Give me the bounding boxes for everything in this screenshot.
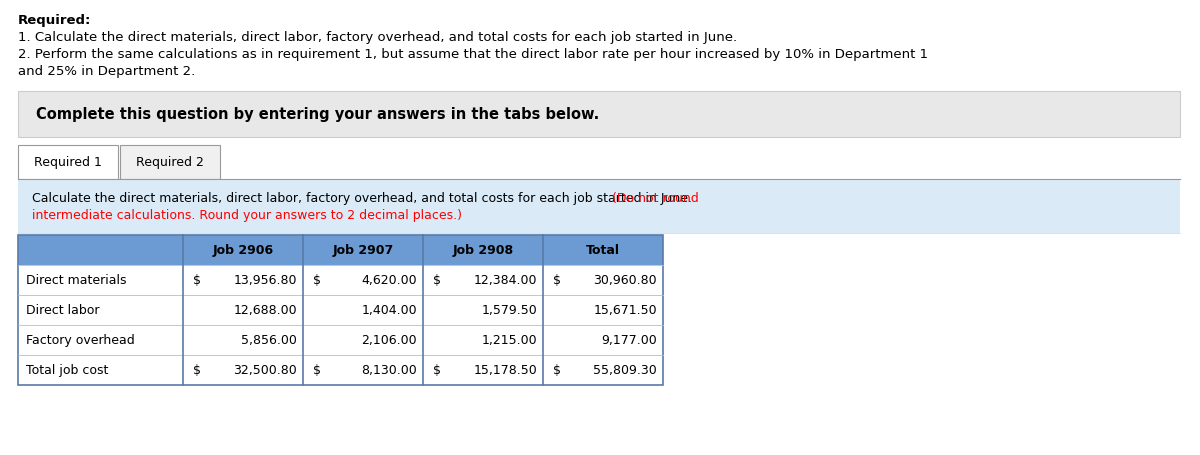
Bar — [18, 180, 1180, 233]
Text: $: $ — [313, 364, 322, 377]
Text: 4,620.00: 4,620.00 — [361, 274, 418, 287]
Bar — [18, 355, 662, 385]
Text: Required 1: Required 1 — [34, 156, 102, 169]
Text: 2,106.00: 2,106.00 — [361, 334, 418, 347]
Text: and 25% in Department 2.: and 25% in Department 2. — [18, 65, 196, 78]
Text: Total: Total — [586, 244, 620, 257]
Bar — [18, 325, 662, 355]
Text: 2. Perform the same calculations as in requirement 1, but assume that the direct: 2. Perform the same calculations as in r… — [18, 48, 928, 61]
Text: (Do not round: (Do not round — [607, 192, 698, 205]
Text: Job 2907: Job 2907 — [332, 244, 394, 257]
Text: $: $ — [433, 364, 442, 377]
Text: Job 2908: Job 2908 — [452, 244, 514, 257]
Text: 30,960.80: 30,960.80 — [593, 274, 658, 287]
Text: 1. Calculate the direct materials, direct labor, factory overhead, and total cos: 1. Calculate the direct materials, direc… — [18, 31, 737, 44]
Text: 15,671.50: 15,671.50 — [593, 304, 658, 317]
Bar — [120, 146, 220, 180]
Text: $: $ — [193, 364, 202, 377]
Bar — [18, 236, 662, 385]
Text: 1,404.00: 1,404.00 — [361, 304, 418, 317]
Text: 12,384.00: 12,384.00 — [474, 274, 538, 287]
Text: Complete this question by entering your answers in the tabs below.: Complete this question by entering your … — [36, 107, 599, 122]
Text: Calculate the direct materials, direct labor, factory overhead, and total costs : Calculate the direct materials, direct l… — [32, 192, 692, 205]
Text: 13,956.80: 13,956.80 — [234, 274, 298, 287]
Text: Required 2: Required 2 — [136, 156, 204, 169]
Text: intermediate calculations. Round your answers to 2 decimal places.): intermediate calculations. Round your an… — [32, 208, 462, 222]
Text: $: $ — [433, 274, 442, 287]
Text: Direct labor: Direct labor — [26, 304, 100, 317]
Text: 9,177.00: 9,177.00 — [601, 334, 658, 347]
Text: 15,178.50: 15,178.50 — [473, 364, 538, 377]
Text: 1,215.00: 1,215.00 — [481, 334, 538, 347]
Text: Total job cost: Total job cost — [26, 364, 108, 377]
Text: $: $ — [193, 274, 202, 287]
Text: 32,500.80: 32,500.80 — [233, 364, 298, 377]
Text: 12,688.00: 12,688.00 — [233, 304, 298, 317]
Text: Job 2906: Job 2906 — [212, 244, 274, 257]
Text: $: $ — [553, 364, 562, 377]
Text: 8,130.00: 8,130.00 — [361, 364, 418, 377]
Text: 55,809.30: 55,809.30 — [593, 364, 658, 377]
Text: $: $ — [553, 274, 562, 287]
Bar — [18, 265, 662, 295]
Text: Required:: Required: — [18, 14, 91, 27]
Bar — [18, 92, 1180, 138]
Text: Direct materials: Direct materials — [26, 274, 126, 287]
Bar — [18, 236, 662, 265]
Bar — [18, 295, 662, 325]
Text: Factory overhead: Factory overhead — [26, 334, 134, 347]
Bar — [18, 146, 118, 180]
Text: $: $ — [313, 274, 322, 287]
Text: 5,856.00: 5,856.00 — [241, 334, 298, 347]
Text: 1,579.50: 1,579.50 — [481, 304, 538, 317]
